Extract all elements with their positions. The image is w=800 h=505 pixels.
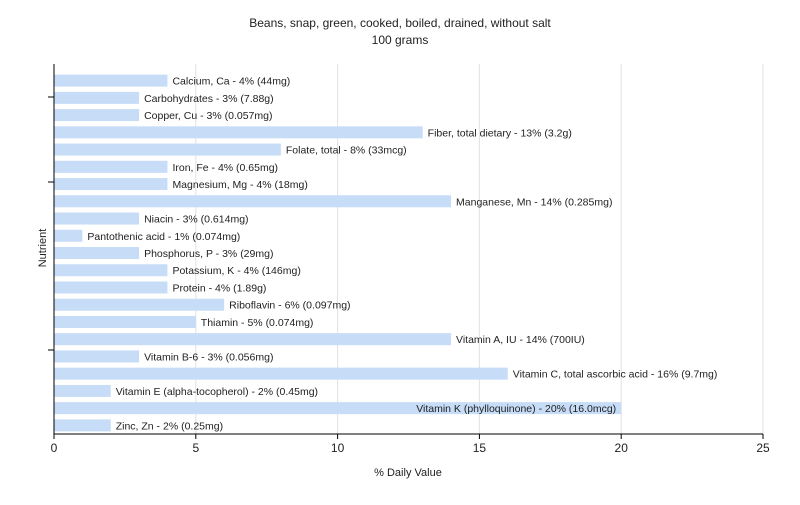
bar-label: Vitamin C, total ascorbic acid - 16% (9.… — [513, 369, 718, 381]
bar — [54, 247, 140, 259]
bar-label: Fiber, total dietary - 13% (3.2g) — [428, 127, 572, 139]
bar-label: Protein - 4% (1.89g) — [172, 282, 266, 294]
bar — [54, 333, 452, 346]
bar-label: Manganese, Mn - 14% (0.285mg) — [456, 196, 612, 208]
bar — [54, 143, 281, 156]
x-tick-label: 10 — [331, 441, 345, 455]
bar — [54, 212, 140, 225]
x-tick-label: 5 — [192, 441, 199, 455]
bar-label: Magnesium, Mg - 4% (18mg) — [172, 179, 307, 191]
bar — [54, 384, 111, 397]
bar-label: Vitamin E (alpha-tocopherol) - 2% (0.45m… — [116, 386, 318, 398]
bar — [54, 195, 452, 208]
bar-label: Vitamin A, IU - 14% (700IU) — [456, 334, 585, 346]
bar-label: Zinc, Zn - 2% (0.25mg) — [116, 420, 223, 432]
x-tick-label: 0 — [51, 441, 58, 455]
bar-label: Phosphorus, P - 3% (29mg) — [144, 248, 273, 260]
bars — [54, 74, 622, 432]
bar — [54, 178, 168, 191]
bar-label: Copper, Cu - 3% (0.057mg) — [144, 110, 272, 122]
bar-label: Carbohydrates - 3% (7.88g) — [144, 93, 274, 105]
bar-label: Folate, total - 8% (33mcg) — [286, 145, 407, 157]
bar — [54, 402, 622, 415]
axes: 0 5 10 15 20 25 — [48, 64, 770, 455]
bar-label: Thiamin - 5% (0.074mg) — [201, 317, 314, 329]
y-axis-label: Nutrient — [37, 229, 49, 268]
bar — [54, 298, 225, 311]
bar — [54, 160, 168, 173]
bar-label: Calcium, Ca - 4% (44mg) — [172, 76, 290, 88]
bar — [54, 109, 140, 122]
x-tick-label: 25 — [756, 441, 770, 455]
bar-label: Pantothenic acid - 1% (0.074mg) — [87, 231, 240, 243]
bar — [54, 74, 168, 87]
bar-label: Niacin - 3% (0.614mg) — [144, 214, 248, 226]
bar — [54, 264, 168, 277]
bar — [54, 126, 423, 139]
bar — [54, 315, 196, 328]
bar — [54, 350, 140, 363]
bar-labels: Calcium, Ca - 4% (44mg) Carbohydrates - 3… — [87, 76, 717, 433]
bar — [54, 91, 140, 104]
bar — [54, 419, 111, 432]
bar-label: Riboflavin - 6% (0.097mg) — [229, 300, 350, 312]
bar — [54, 281, 168, 294]
x-tick-label: 20 — [615, 441, 629, 455]
bar-label: Vitamin K (phylloquinone) - 20% (16.0mcg… — [416, 403, 616, 415]
chart-subtitle: 100 grams — [372, 33, 429, 47]
bar-label: Vitamin B-6 - 3% (0.056mg) — [144, 351, 273, 363]
x-tick-label: 15 — [473, 441, 487, 455]
x-axis-label: % Daily Value — [374, 467, 442, 479]
bar — [54, 229, 83, 242]
bar-label: Iron, Fe - 4% (0.65mg) — [172, 162, 278, 174]
bar-label: Potassium, K - 4% (146mg) — [172, 265, 300, 277]
bar — [54, 367, 508, 380]
chart-title: Beans, snap, green, cooked, boiled, drai… — [249, 16, 551, 30]
